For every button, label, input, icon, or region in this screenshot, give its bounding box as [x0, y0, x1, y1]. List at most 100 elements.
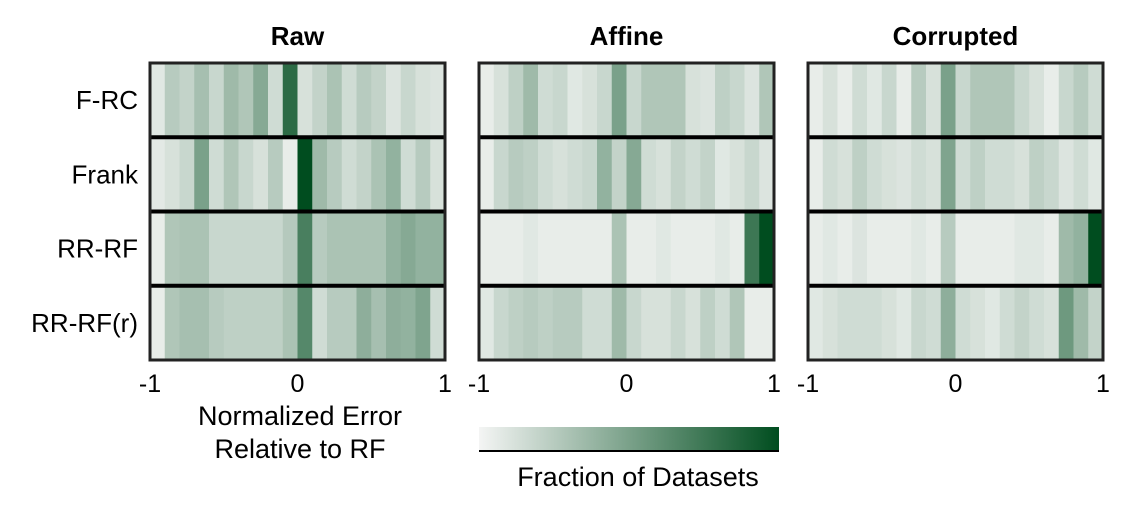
- heatmap-cell: [479, 285, 495, 361]
- heatmap-cell: [940, 211, 957, 287]
- heatmap-cell: [523, 211, 539, 287]
- heatmap-cell: [867, 211, 883, 287]
- heatmap-cell: [238, 211, 254, 287]
- x-tick-label: 1: [1096, 370, 1110, 398]
- heatmap-cell: [926, 285, 942, 361]
- heatmap-cell: [999, 63, 1016, 138]
- heatmap-cell: [1073, 63, 1089, 138]
- heatmap-cell: [955, 211, 971, 287]
- heatmap-cell: [179, 211, 195, 287]
- heatmap-cell: [356, 137, 372, 212]
- heatmap-cell: [1058, 211, 1075, 287]
- heatmap-cell: [268, 63, 284, 138]
- heatmap-cell: [508, 285, 524, 361]
- heatmap-cell: [268, 137, 284, 212]
- heatmap-cell: [538, 137, 554, 212]
- heatmap-cell: [386, 211, 402, 287]
- heatmap-cell: [209, 63, 225, 138]
- heatmap-cell: [1058, 63, 1075, 138]
- heatmap-cell: [1029, 137, 1045, 212]
- panel-frame: [806, 61, 1105, 362]
- row-label: RR-RF: [57, 234, 138, 264]
- heatmap-cell: [597, 285, 613, 361]
- heatmap-cell: [685, 211, 701, 287]
- heatmap-cell: [911, 137, 927, 212]
- heatmap-cell: [493, 285, 510, 361]
- heatmap-cell: [552, 211, 569, 287]
- heatmap-cell: [282, 63, 299, 138]
- heatmap-cell: [297, 211, 313, 287]
- heatmap-cell: [164, 211, 181, 287]
- heatmap-cell: [493, 211, 510, 287]
- panel-frame: [477, 61, 776, 362]
- heatmap-cell: [1058, 137, 1075, 212]
- heatmap-cell: [626, 285, 642, 361]
- heatmap-cell: [837, 63, 853, 138]
- heatmap-cell: [970, 285, 986, 361]
- heatmap-cell: [926, 211, 942, 287]
- heatmap-cell: [371, 63, 387, 138]
- heatmap-cell: [837, 137, 853, 212]
- heatmap-cell: [179, 137, 195, 212]
- heatmap-cell: [356, 211, 372, 287]
- heatmap-cell: [641, 63, 657, 138]
- panel-titles: Raw Affine Corrupted: [271, 21, 1019, 51]
- heatmap-cell: [926, 63, 942, 138]
- heatmap-cell: [582, 285, 598, 361]
- heatmap-cell: [626, 137, 642, 212]
- row-label: Frank: [72, 159, 139, 189]
- row-labels: F-RC Frank RR-RF RR-RF(r): [31, 85, 139, 338]
- heatmap-cell: [523, 137, 539, 212]
- heatmap-cell: [238, 285, 254, 361]
- heatmap-cell: [700, 63, 716, 138]
- heatmap-cell: [179, 285, 195, 361]
- heatmap-cell: [493, 63, 510, 138]
- heatmap-cell: [970, 211, 986, 287]
- row-label: RR-RF(r): [31, 308, 138, 338]
- heatmap-cell: [253, 211, 269, 287]
- heatmap-cell: [164, 137, 181, 212]
- heatmap-cell: [700, 211, 716, 287]
- heatmap-cell: [312, 137, 328, 212]
- heatmap-cell: [282, 137, 299, 212]
- heatmap-cell: [538, 285, 554, 361]
- heatmap-cell: [729, 285, 746, 361]
- x-axis-title-line-1: Normalized Error: [198, 401, 402, 431]
- heatmap-cell: [238, 63, 254, 138]
- heatmap-cell: [538, 211, 554, 287]
- heatmap-cell: [223, 137, 240, 212]
- x-tick-label: 1: [438, 370, 452, 398]
- heatmap-cell: [150, 63, 166, 138]
- heatmap-cell: [985, 137, 1001, 212]
- heatmap-cell: [911, 63, 927, 138]
- heatmap-cell: [911, 211, 927, 287]
- panel-title: Affine: [590, 21, 664, 51]
- x-tick-label: -1: [139, 370, 161, 398]
- heatmap-cell: [1044, 137, 1060, 212]
- heatmap-cell: [1088, 137, 1104, 212]
- heatmap-cell: [371, 137, 387, 212]
- row-label: F-RC: [76, 85, 138, 115]
- heatmap-cell: [1029, 211, 1045, 287]
- heatmap-cell: [597, 137, 613, 212]
- heatmap-cell: [400, 285, 417, 361]
- heatmap-cell: [209, 137, 225, 212]
- heatmap-cell: [1029, 285, 1045, 361]
- heatmap-cell: [582, 211, 598, 287]
- heatmap-cell: [611, 285, 628, 361]
- heatmap-cell: [940, 137, 957, 212]
- heatmap-cell: [656, 285, 672, 361]
- heatmap-cell: [896, 137, 912, 212]
- heatmap-cell: [209, 211, 225, 287]
- panel-title: Raw: [271, 21, 325, 51]
- heatmap-cell: [1088, 211, 1104, 287]
- heatmap-cell: [970, 137, 986, 212]
- heatmap-cell: [700, 285, 716, 361]
- heatmap-cell: [430, 137, 446, 212]
- heatmap-cell: [253, 63, 269, 138]
- heatmap-cell: [194, 63, 210, 138]
- heatmap-cell: [729, 63, 746, 138]
- heatmap-cell: [744, 137, 760, 212]
- heatmap-cell: [194, 285, 210, 361]
- heatmap-cell: [386, 285, 402, 361]
